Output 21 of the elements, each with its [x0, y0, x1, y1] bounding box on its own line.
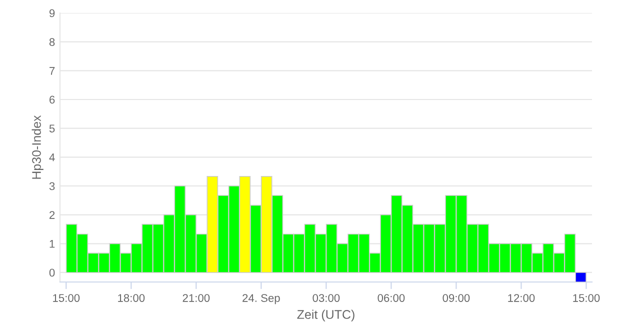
x-tick-label: 21:00	[182, 294, 210, 302]
x-tick-label: 06:00	[378, 294, 405, 302]
x-tick-label: 12:00	[508, 294, 535, 302]
x-tick-label: 15:00	[573, 294, 600, 302]
x-tick-label: 18:00	[118, 294, 145, 302]
y-tick-label: 4	[49, 154, 55, 162]
x-tick-label: 03:00	[312, 294, 340, 302]
x-axis-title: Zeit (UTC)	[297, 310, 354, 322]
x-tick-label: 09:00	[442, 294, 470, 302]
y-tick-label: 6	[50, 96, 55, 104]
x-tick-label: 15:00	[53, 294, 80, 302]
y-tick-label: 3	[49, 182, 55, 190]
y-tick-label: 9	[49, 9, 55, 18]
y-axis-title: Hp30-Index	[32, 115, 44, 179]
y-tick-label: 1	[50, 240, 55, 248]
y-tick-label: 0	[49, 268, 55, 277]
y-tick-label: 2	[50, 211, 55, 219]
y-tick-label: 5	[49, 124, 55, 132]
y-tick-label: 8	[49, 38, 55, 46]
x-tick-label: 24. Sep	[242, 294, 280, 304]
y-tick-label: 7	[50, 67, 55, 75]
